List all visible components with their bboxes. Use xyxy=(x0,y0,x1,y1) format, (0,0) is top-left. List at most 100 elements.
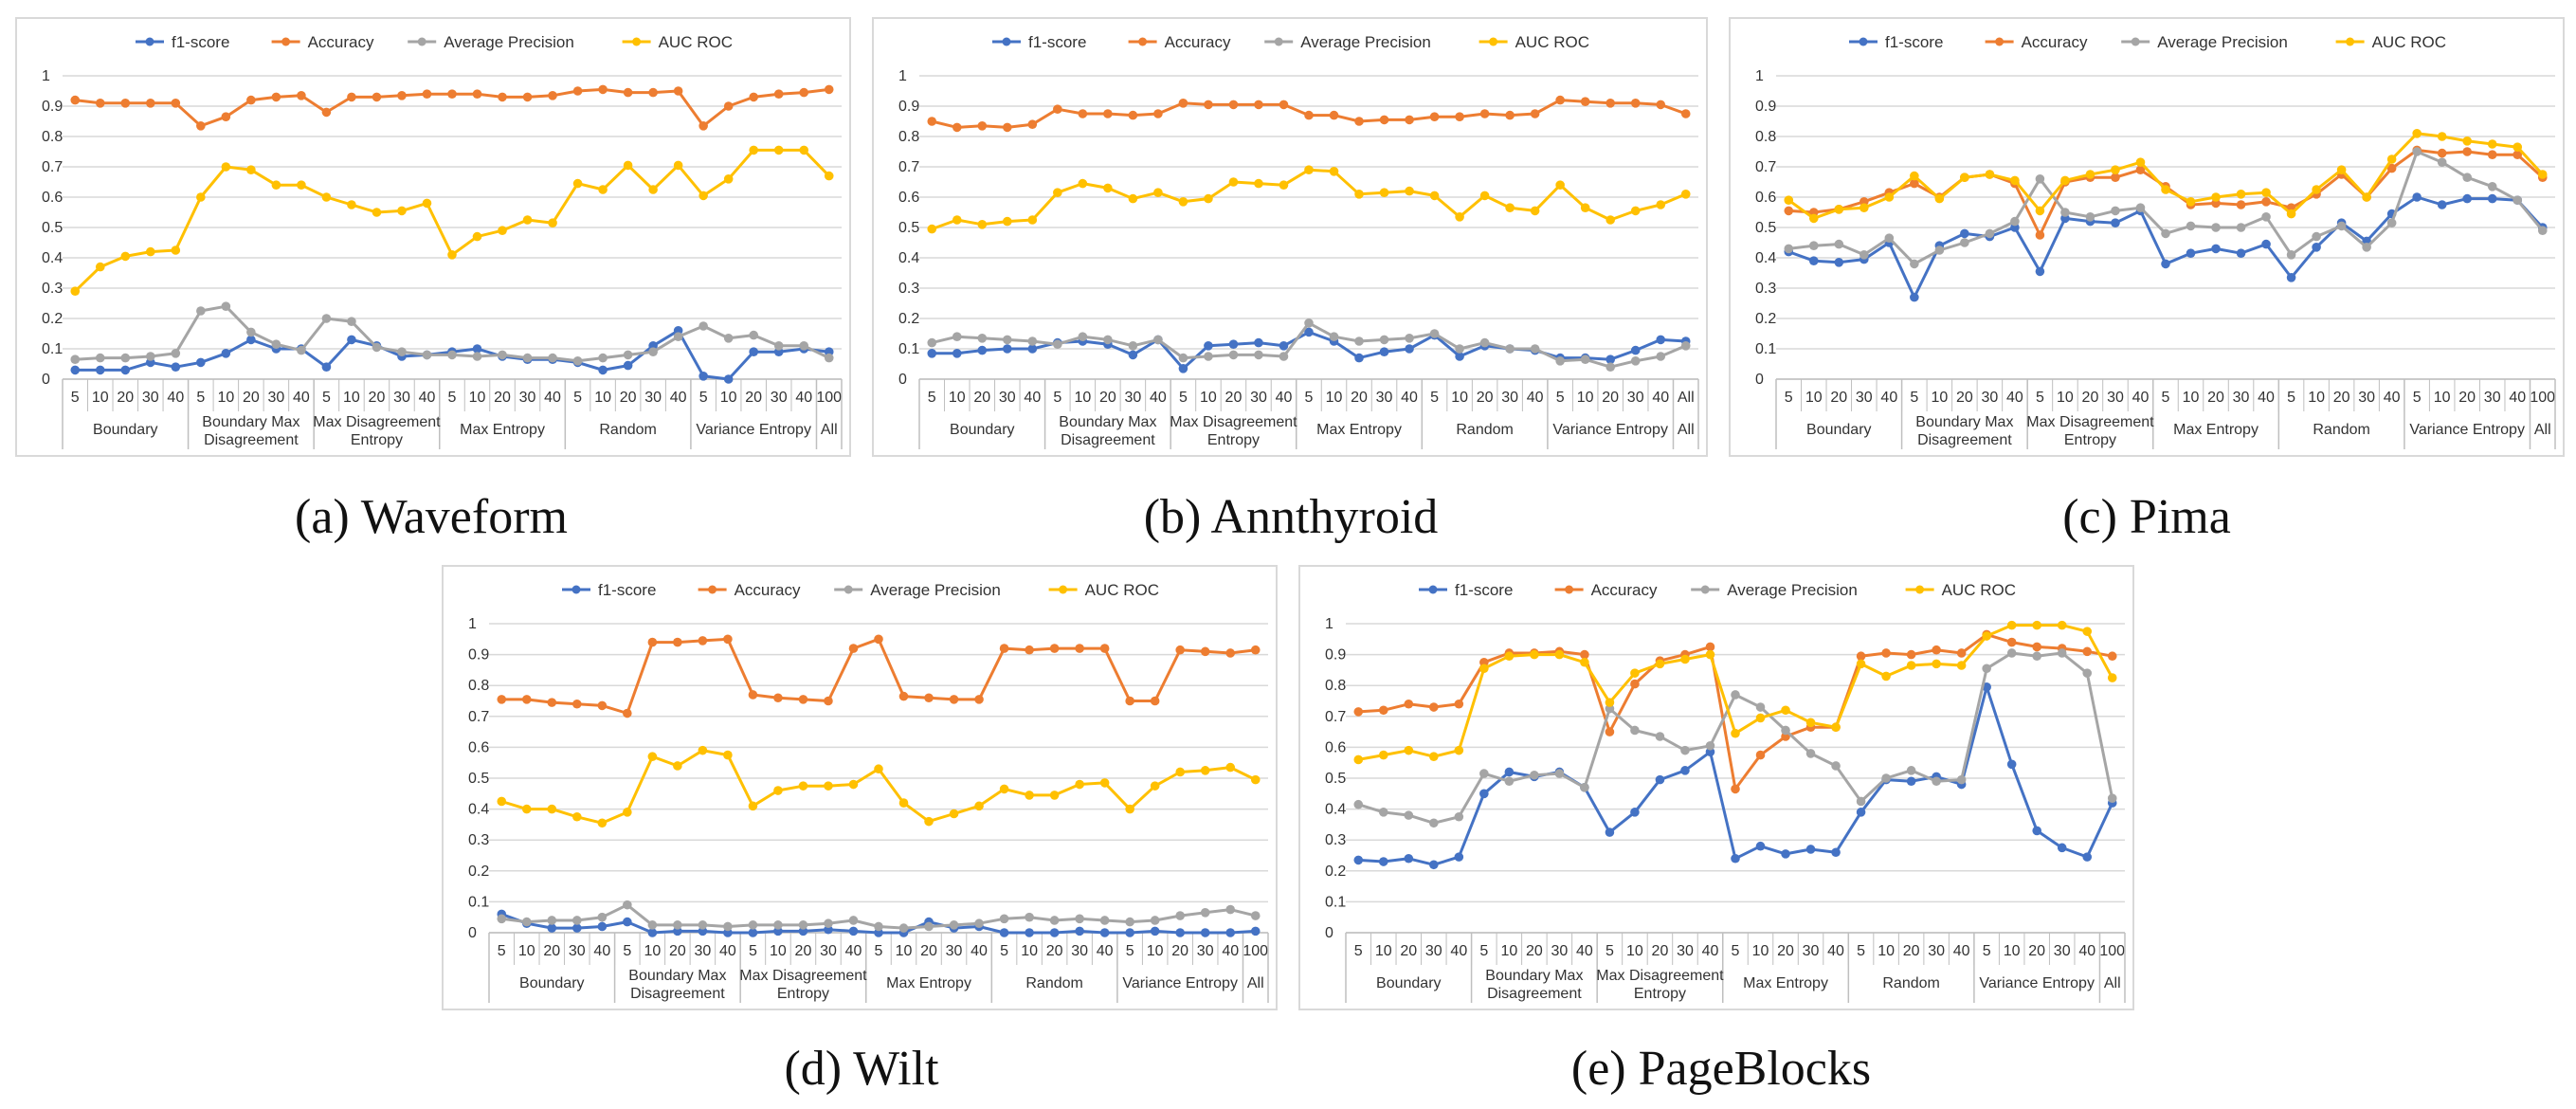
data-point-average-precision xyxy=(723,921,733,932)
data-point-average-precision xyxy=(824,353,834,363)
data-point-f1-score xyxy=(1279,341,1289,351)
series-accuracy xyxy=(497,634,1261,718)
x-tick-label: 30 xyxy=(1627,390,1644,406)
data-point-auc-roc xyxy=(246,165,256,174)
data-point-auc-roc xyxy=(799,145,809,155)
data-point-auc-roc xyxy=(924,816,934,827)
y-tick-label: 0.1 xyxy=(898,341,919,357)
data-point-auc-roc xyxy=(2186,197,2196,207)
data-point-auc-roc xyxy=(723,750,733,760)
legend-item-f1-score: f1-score xyxy=(136,33,229,51)
legend-label-average-precision: Average Precision xyxy=(1727,581,1858,599)
y-tick-label: 0.5 xyxy=(42,220,63,236)
data-point-auc-roc xyxy=(2261,188,2271,197)
x-tick-label: 20 xyxy=(1956,390,1973,406)
data-point-average-precision xyxy=(347,317,356,327)
data-point-accuracy xyxy=(2462,147,2472,156)
x-tick-label: 5 xyxy=(1179,390,1188,406)
data-point-f1-score xyxy=(1049,928,1060,937)
x-tick-label: 30 xyxy=(1981,390,1998,406)
data-point-average-precision xyxy=(1580,355,1590,365)
data-point-auc-roc xyxy=(2487,139,2497,149)
x-tick-label: 40 xyxy=(670,390,687,406)
data-point-accuracy xyxy=(95,99,105,108)
data-point-auc-roc xyxy=(70,286,81,297)
data-point-average-precision xyxy=(2286,250,2296,260)
data-point-accuracy xyxy=(120,99,131,108)
group-label-all: All xyxy=(821,422,838,438)
y-tick-label: 0.6 xyxy=(468,739,489,755)
x-tick-label: 5 xyxy=(2036,390,2044,406)
data-point-accuracy xyxy=(1049,644,1060,653)
data-point-average-precision xyxy=(1354,336,1364,346)
data-point-accuracy xyxy=(1429,112,1440,121)
x-tick-label: 40 xyxy=(795,390,812,406)
data-point-accuracy xyxy=(221,112,231,121)
data-point-auc-roc xyxy=(1103,183,1113,193)
legend-marker-average-precision xyxy=(417,37,426,46)
data-point-average-precision xyxy=(95,353,105,363)
legend-marker-average-precision xyxy=(1274,37,1283,46)
legend-label-auc-roc: AUC ROC xyxy=(1515,33,1589,51)
data-point-auc-roc xyxy=(297,180,306,190)
legend: f1-score Accuracy Average Precision AUC ROC xyxy=(992,33,1589,51)
data-point-f1-score xyxy=(623,917,632,927)
data-point-accuracy xyxy=(1075,644,1084,653)
data-point-f1-score xyxy=(848,926,859,936)
data-point-accuracy xyxy=(1103,109,1113,118)
data-point-average-precision xyxy=(1805,749,1816,758)
group-label-max-entropy: Max Entropy xyxy=(1316,422,1402,438)
data-point-f1-score xyxy=(748,928,758,937)
data-point-accuracy xyxy=(1454,699,1464,709)
data-point-average-precision xyxy=(748,920,758,930)
legend-item-accuracy: Accuracy xyxy=(1554,581,1658,599)
legend-marker-accuracy xyxy=(1995,37,2005,46)
data-point-accuracy xyxy=(497,695,507,704)
data-point-auc-roc xyxy=(1932,659,1941,669)
data-point-f1-score xyxy=(1630,808,1640,817)
data-point-auc-roc xyxy=(1379,188,1389,197)
data-point-f1-score xyxy=(927,349,937,358)
data-point-accuracy xyxy=(1379,115,1389,125)
legend-item-accuracy: Accuracy xyxy=(698,581,801,599)
data-point-accuracy xyxy=(2487,150,2497,159)
x-tick-label: 20 xyxy=(920,943,937,959)
y-tick-label: 0.4 xyxy=(1325,802,1346,818)
data-point-accuracy xyxy=(1175,645,1185,655)
x-tick-label: 10 xyxy=(594,390,611,406)
x-tick-label: 10 xyxy=(1626,943,1643,959)
data-point-auc-roc xyxy=(1630,206,1641,216)
data-point-auc-roc xyxy=(572,811,582,822)
data-point-auc-roc xyxy=(1479,664,1489,674)
y-tick-label: 0.2 xyxy=(468,864,489,880)
data-point-auc-roc xyxy=(1429,752,1439,761)
legend-item-auc-roc: AUC ROC xyxy=(1048,581,1159,599)
x-tick-label: 30 xyxy=(1197,943,1214,959)
data-point-average-precision xyxy=(1128,341,1138,351)
y-tick-label: 0.5 xyxy=(1755,220,1776,236)
data-point-auc-roc xyxy=(1755,713,1766,723)
data-point-average-precision xyxy=(521,917,532,927)
data-point-auc-roc xyxy=(2107,673,2117,682)
x-tick-label: 20 xyxy=(543,943,560,959)
data-point-auc-roc xyxy=(2111,165,2120,174)
data-point-auc-roc xyxy=(1153,188,1163,197)
data-point-accuracy xyxy=(977,121,988,131)
chart-panel-wilt: f1-score Accuracy Average Precision AUC ROC… xyxy=(442,565,1278,1010)
data-point-accuracy xyxy=(1078,109,1088,118)
data-point-auc-roc xyxy=(1656,200,1666,209)
data-point-f1-score xyxy=(623,360,633,371)
data-point-f1-score xyxy=(2035,266,2045,277)
y-tick-label: 0 xyxy=(898,372,907,388)
data-point-accuracy xyxy=(2032,642,2041,652)
group-label-disagreement: Disagreement xyxy=(1917,432,2012,448)
legend-item-f1-score: f1-score xyxy=(1849,33,1943,51)
legend: f1-score Accuracy Average Precision AUC ROC xyxy=(562,581,1159,599)
data-point-accuracy xyxy=(1881,648,1891,658)
x-tick-label: 30 xyxy=(2107,390,2124,406)
data-point-average-precision xyxy=(2386,218,2397,227)
y-tick-label: 0.4 xyxy=(42,250,63,266)
data-point-f1-score xyxy=(1680,766,1690,775)
y-tick-label: 0.3 xyxy=(1325,832,1346,848)
data-point-average-precision xyxy=(1025,912,1034,922)
